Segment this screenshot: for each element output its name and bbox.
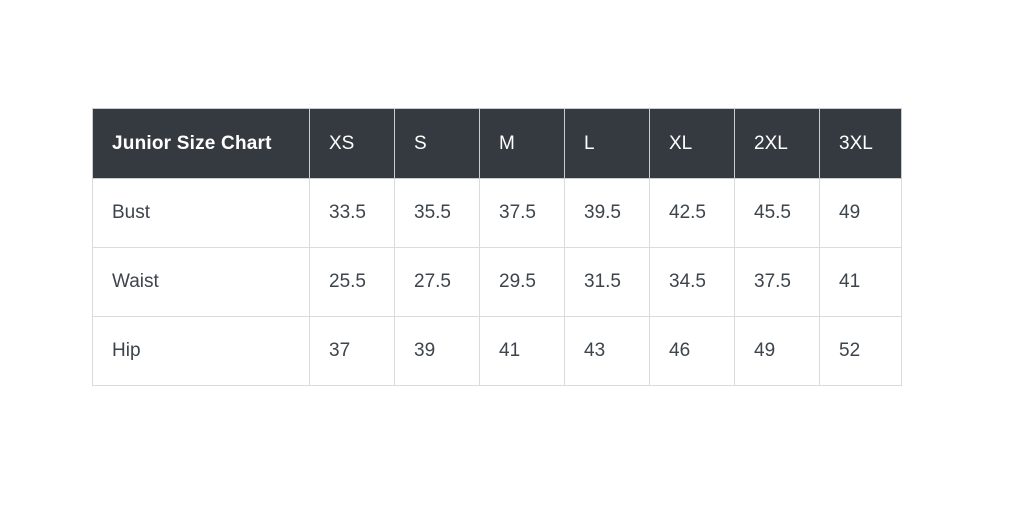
size-cell: 34.5 <box>649 247 735 317</box>
row-label: Hip <box>92 316 310 386</box>
col-header-xs: XS <box>309 108 395 179</box>
junior-size-chart-table: Junior Size Chart XS S M L XL 2XL 3XL Bu… <box>92 108 902 386</box>
size-cell: 49 <box>819 178 902 248</box>
col-header-3xl: 3XL <box>819 108 902 179</box>
size-cell: 25.5 <box>309 247 395 317</box>
size-cell: 42.5 <box>649 178 735 248</box>
col-header-l: L <box>564 108 650 179</box>
header-row: Junior Size Chart XS S M L XL 2XL 3XL <box>92 108 902 179</box>
size-cell: 45.5 <box>734 178 820 248</box>
col-header-xl: XL <box>649 108 735 179</box>
size-cell: 46 <box>649 316 735 386</box>
row-label: Waist <box>92 247 310 317</box>
size-cell: 41 <box>819 247 902 317</box>
size-cell: 37 <box>309 316 395 386</box>
size-cell: 43 <box>564 316 650 386</box>
row-label: Bust <box>92 178 310 248</box>
table-title: Junior Size Chart <box>92 108 310 179</box>
size-cell: 27.5 <box>394 247 480 317</box>
size-cell: 31.5 <box>564 247 650 317</box>
col-header-m: M <box>479 108 565 179</box>
size-cell: 35.5 <box>394 178 480 248</box>
table-row-waist: Waist 25.5 27.5 29.5 31.5 34.5 37.5 41 <box>92 247 902 317</box>
size-cell: 37.5 <box>479 178 565 248</box>
col-header-s: S <box>394 108 480 179</box>
size-cell: 39 <box>394 316 480 386</box>
col-header-2xl: 2XL <box>734 108 820 179</box>
size-cell: 41 <box>479 316 565 386</box>
size-cell: 49 <box>734 316 820 386</box>
size-cell: 37.5 <box>734 247 820 317</box>
table-row-hip: Hip 37 39 41 43 46 49 52 <box>92 316 902 386</box>
table-row-bust: Bust 33.5 35.5 37.5 39.5 42.5 45.5 49 <box>92 178 902 248</box>
size-cell: 33.5 <box>309 178 395 248</box>
size-cell: 29.5 <box>479 247 565 317</box>
size-cell: 52 <box>819 316 902 386</box>
size-cell: 39.5 <box>564 178 650 248</box>
